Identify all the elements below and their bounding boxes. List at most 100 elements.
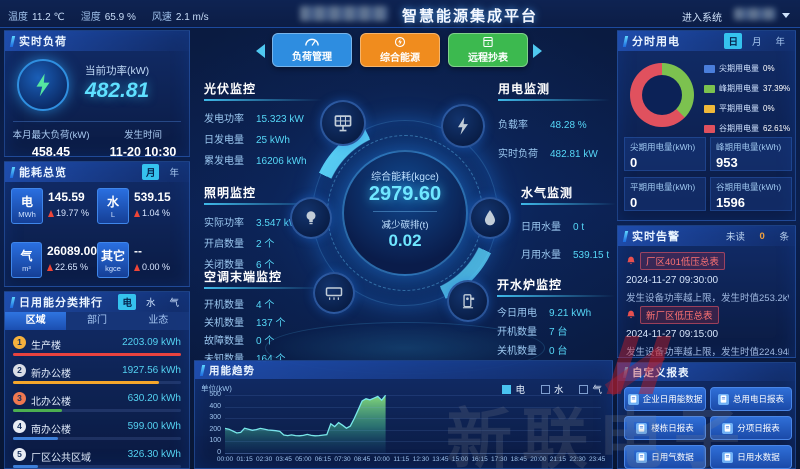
- rank-row: 2 新办公楼 1927.56 kWh: [13, 364, 181, 386]
- legend-swatch-icon: [502, 384, 512, 394]
- rank-medal-icon: 1: [13, 336, 26, 349]
- weather-strip: 温度 11.2 ℃ 湿度 65.9 % 风速 2.1 m/s: [8, 8, 209, 23]
- occur-time: 发生时间 11-20 10:30: [109, 130, 177, 159]
- up-arrow-icon: [48, 209, 54, 217]
- panel-energy-ranking: 日用能分类排行 电 水 气 区域 部门 业态 1 生产楼 2203.09 kWh …: [4, 291, 190, 469]
- legend-swatch-icon: [704, 84, 715, 93]
- nav-next-arrow-icon[interactable]: [533, 44, 542, 58]
- carbon-value: 0.02: [388, 231, 422, 250]
- lightning-icon: [441, 104, 485, 148]
- toggle-year[interactable]: 年: [775, 37, 785, 48]
- legend-swatch-icon: [579, 384, 589, 394]
- tou-legend: 尖期用电量 0% 峰期用电量 37.39% 平期用电量 0% 谷期用电量 62.61%: [704, 63, 790, 143]
- username-blurred: [734, 8, 776, 20]
- tab-electric[interactable]: 电: [118, 294, 136, 310]
- panel-title-bar: 用能趋势: [195, 361, 612, 379]
- alert-time: 2024-11-27 09:15:00: [626, 329, 719, 340]
- weather-humidity: 湿度 65.9 %: [80, 12, 136, 23]
- toggle-month[interactable]: 月: [751, 37, 762, 48]
- rank-bar-fill: [13, 353, 181, 356]
- subtab-region[interactable]: 区域: [5, 312, 67, 330]
- alert-item[interactable]: 新厂区低压总表 2024-11-27 09:15:00 发生设备功率越上限，发生…: [626, 306, 789, 358]
- y-tick-label: 500: [209, 391, 221, 398]
- panel-custom-reports: 自定义报表 企业日用能数据 总用电日报表 楼栋日报表 分项日报表 日用气数据 日…: [617, 362, 796, 469]
- x-tick-label: 06:15: [314, 456, 332, 463]
- subtab-department[interactable]: 部门: [86, 315, 107, 326]
- subtab-business[interactable]: 业态: [148, 315, 169, 326]
- report-button-building-daily[interactable]: 楼栋日报表: [624, 416, 706, 440]
- title-accent-icon: [622, 35, 629, 47]
- panel-title-bar: 实时告警 未读 0 条: [618, 226, 795, 246]
- report-button-subitem-daily[interactable]: 分项日报表: [710, 416, 792, 440]
- user-dropdown-caret-icon[interactable]: [782, 13, 790, 18]
- nav-button-remote-meter[interactable]: 4 远程抄表: [448, 33, 528, 67]
- legend-water[interactable]: 水: [540, 382, 563, 396]
- rank-bar-fill: [13, 437, 59, 440]
- y-tick-label: 100: [209, 437, 221, 445]
- x-tick-label: 23:45: [588, 456, 606, 463]
- rank-row: 3 北办公楼 630.20 kWh: [13, 392, 181, 414]
- x-tick-label: 10:00: [373, 456, 390, 463]
- current-power-value: 482.81: [85, 79, 150, 102]
- x-tick-label: 02:30: [256, 456, 273, 463]
- meter-icon: 4: [483, 36, 493, 48]
- weather-temp: 温度 11.2 ℃: [8, 12, 65, 23]
- panel-tou-electricity: 分时用电 日 月 年 尖期用电量 0% 峰期用电量 37.39% 平期用电量 0% 谷…: [617, 30, 796, 221]
- title-accent-icon: [622, 230, 629, 242]
- energy-cell-electric: 电 MWh 145.59 19.77 %: [11, 188, 97, 234]
- rank-row: 5 厂区公共区域 326.30 kWh: [13, 448, 181, 469]
- carbon-label: 减少碳排(t): [381, 220, 429, 231]
- alert-item[interactable]: 厂区401低压总表 2024-11-27 09:30:00 发生设备功率越上限，…: [626, 252, 789, 304]
- legend-gas[interactable]: 气: [579, 382, 602, 396]
- x-tick-label: 18:45: [510, 456, 527, 463]
- panel-title-bar: 自定义报表: [618, 363, 795, 381]
- tab-gas[interactable]: 气: [169, 298, 179, 309]
- rank-bar-track: [13, 465, 181, 468]
- title-accent-icon: [199, 364, 206, 376]
- header-bar: 温度 11.2 ℃ 湿度 65.9 % 风速 2.1 m/s 智慧能源集成平台 进入系…: [0, 0, 800, 28]
- energy-cell-gas: 气 m³ 26089.00 22.65 %: [11, 242, 97, 288]
- nav-button-load-management[interactable]: 负荷管理: [272, 33, 352, 67]
- electric-badge-icon: 电 MWh: [11, 188, 43, 224]
- legend-electric[interactable]: 电: [502, 382, 525, 396]
- toggle-month[interactable]: 月: [141, 164, 160, 180]
- alert-time: 2024-11-27 09:30:00: [626, 275, 719, 286]
- monitor-water-gas: 水气监测 日用水量 0 t 月用水量 539.15 t: [521, 184, 616, 261]
- gauge-icon: [305, 38, 319, 46]
- svg-text:4: 4: [487, 41, 490, 46]
- panel-title-bar: 分时用电 日 月 年: [618, 31, 795, 51]
- panel-title: 用能趋势: [209, 364, 255, 377]
- solar-panel-icon: [320, 100, 366, 146]
- tou-cell-sharp: 尖期用电量(kWh) 0: [624, 137, 706, 171]
- y-tick-label: 200: [209, 425, 221, 433]
- gridline: [225, 441, 601, 443]
- report-button-daily-energy[interactable]: 企业日用能数据: [624, 387, 706, 411]
- toggle-year[interactable]: 年: [169, 168, 179, 179]
- enter-system-link[interactable]: 进入系统: [682, 13, 722, 24]
- panel-title: 日用能分类排行: [19, 297, 103, 309]
- legend-swatch-icon: [704, 64, 715, 73]
- report-button-total-power[interactable]: 总用电日报表: [710, 387, 792, 411]
- tab-water[interactable]: 水: [145, 298, 156, 309]
- panel-title: 自定义报表: [632, 366, 690, 379]
- y-tick-label: 0: [217, 449, 221, 456]
- gridline: [225, 418, 601, 420]
- report-button-daily-gas[interactable]: 日用气数据: [624, 445, 706, 469]
- report-button-daily-water[interactable]: 日用水数据: [710, 445, 792, 469]
- rank-bar-track: [13, 409, 181, 412]
- nav-prev-arrow-icon[interactable]: [256, 44, 265, 58]
- x-tick-label: 21:15: [549, 456, 567, 463]
- x-tick-label: 07:30: [334, 456, 351, 463]
- legend-swatch-icon: [540, 384, 550, 394]
- gridline: [225, 429, 601, 431]
- energy-cell-other: 其它 kgce -- 0.00 %: [97, 242, 183, 288]
- doc-icon: [717, 393, 729, 405]
- battery-lightning-icon: [17, 59, 69, 111]
- gridline: [225, 395, 601, 396]
- toggle-day[interactable]: 日: [724, 33, 742, 49]
- nav-button-integrated-energy[interactable]: 综合能源: [360, 33, 440, 67]
